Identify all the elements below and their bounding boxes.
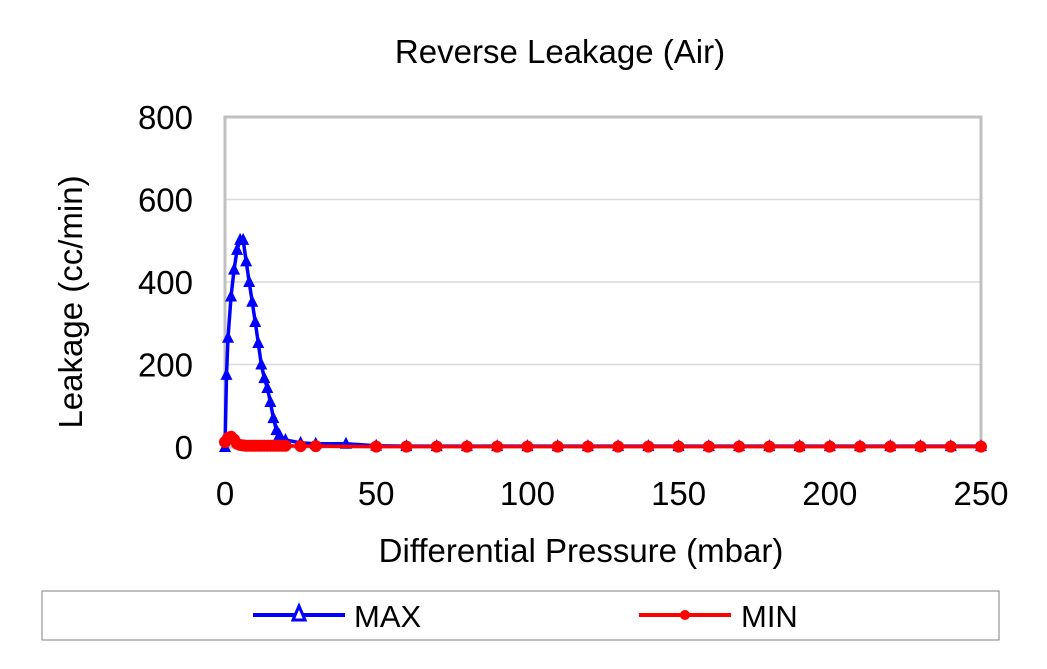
data-point bbox=[400, 440, 413, 453]
series-min bbox=[219, 430, 987, 453]
data-point bbox=[261, 381, 274, 394]
data-point bbox=[793, 440, 806, 453]
data-point bbox=[430, 440, 443, 453]
x-tick-label: 0 bbox=[216, 475, 234, 512]
data-point bbox=[228, 262, 241, 275]
data-point bbox=[220, 367, 233, 380]
y-tick-label: 0 bbox=[175, 429, 193, 466]
data-point bbox=[823, 440, 836, 453]
triangle-marker-icon bbox=[290, 602, 308, 622]
data-point bbox=[702, 440, 715, 453]
data-point bbox=[279, 439, 292, 452]
data-point bbox=[294, 440, 307, 453]
x-tick-label: 200 bbox=[802, 475, 857, 512]
data-point bbox=[581, 440, 594, 453]
data-point bbox=[252, 336, 265, 349]
y-tick-label: 800 bbox=[138, 99, 193, 136]
data-point bbox=[763, 440, 776, 453]
series-line bbox=[223, 434, 981, 449]
legend-box bbox=[41, 590, 1000, 641]
legend-item-max: MAX bbox=[253, 599, 422, 634]
x-tick-label: 50 bbox=[358, 475, 395, 512]
circle-marker-icon bbox=[680, 610, 690, 620]
y-tick-label: 600 bbox=[138, 182, 193, 219]
y-axis-label: Leakage (cc/min) bbox=[52, 175, 89, 428]
data-point bbox=[975, 440, 987, 453]
data-point bbox=[491, 440, 504, 453]
data-point bbox=[521, 440, 534, 453]
x-axis-label: Differential Pressure (mbar) bbox=[379, 532, 784, 569]
data-point bbox=[551, 440, 564, 453]
data-point bbox=[243, 275, 256, 287]
data-point bbox=[249, 315, 262, 328]
legend-label-max: MAX bbox=[354, 599, 422, 634]
chart-title: Reverse Leakage (Air) bbox=[395, 33, 725, 70]
data-point bbox=[672, 440, 685, 453]
data-point bbox=[255, 357, 268, 370]
data-point bbox=[884, 440, 897, 453]
data-point bbox=[914, 440, 927, 453]
x-tick-label: 100 bbox=[500, 475, 555, 512]
legend-label-min: MIN bbox=[741, 599, 798, 634]
data-point bbox=[733, 440, 746, 453]
data-point bbox=[258, 371, 271, 384]
x-tick-label: 150 bbox=[651, 475, 706, 512]
data-point bbox=[267, 411, 280, 424]
data-point bbox=[237, 232, 250, 245]
series-line bbox=[223, 238, 981, 448]
data-point bbox=[370, 440, 383, 453]
data-point bbox=[309, 440, 322, 453]
legend-item-min: MIN bbox=[639, 599, 798, 634]
y-tick-label: 400 bbox=[138, 264, 193, 301]
data-point bbox=[222, 330, 235, 343]
data-point bbox=[246, 294, 259, 307]
data-point bbox=[264, 395, 277, 408]
data-point bbox=[612, 440, 625, 453]
data-point bbox=[460, 440, 473, 453]
data-point bbox=[231, 242, 244, 255]
data-point bbox=[944, 440, 957, 453]
y-tick-label: 200 bbox=[138, 347, 193, 384]
series-max bbox=[219, 232, 987, 452]
data-point bbox=[854, 440, 867, 453]
data-point bbox=[273, 428, 286, 441]
data-point bbox=[642, 440, 655, 453]
data-point bbox=[240, 254, 253, 267]
data-point bbox=[225, 289, 238, 302]
x-tick-label: 250 bbox=[953, 475, 1008, 512]
